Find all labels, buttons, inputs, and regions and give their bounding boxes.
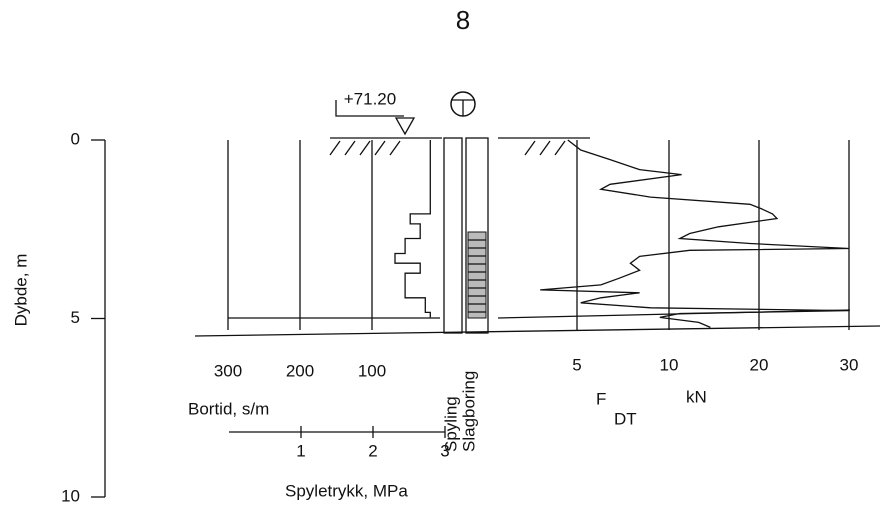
bortid-line — [394, 140, 431, 318]
x-tick-label: 10 — [660, 355, 679, 374]
x-tick-label: 3 — [440, 441, 449, 460]
axis-unit: kN — [686, 387, 707, 406]
x-tick-label: 5 — [572, 355, 581, 374]
axis-label: Bortid, s/m — [188, 399, 269, 418]
elevation: +71.20 — [344, 89, 396, 108]
x-tick-label: 300 — [214, 361, 242, 380]
y-axis-label: Dybde, m — [11, 254, 30, 327]
x-tick-label: 200 — [286, 361, 314, 380]
x-tick-label: 20 — [750, 355, 769, 374]
y-tick-label: 5 — [71, 308, 80, 327]
axis-label: F — [596, 389, 606, 408]
page-number: 8 — [456, 5, 470, 35]
column-label: Spyling — [441, 396, 460, 452]
x-tick-label: 1 — [296, 441, 305, 460]
x-tick-label: 30 — [840, 355, 859, 374]
axis-label-subscript: DT — [614, 409, 637, 428]
x-tick-label: 2 — [368, 441, 377, 460]
decoration — [194, 91, 881, 337]
fdt-line — [540, 139, 850, 328]
column-label: Slagboring — [459, 371, 478, 452]
x-tick-label: 100 — [358, 361, 386, 380]
y-tick-label: 0 — [71, 129, 80, 148]
y-tick-label: 10 — [61, 486, 80, 505]
axis-label: Spyletrykk, MPa — [285, 481, 408, 500]
